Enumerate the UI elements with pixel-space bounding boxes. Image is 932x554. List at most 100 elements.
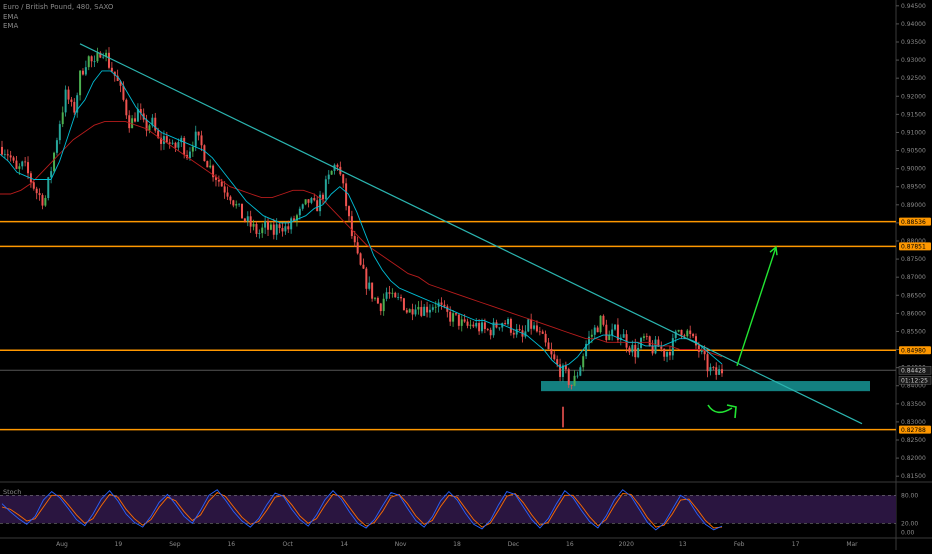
time-tick-label: 16 [227,541,235,548]
candle-body [61,112,64,125]
price-tick-label: 0.82000 [901,455,926,462]
candle-body [145,119,148,131]
candle-body [368,282,371,289]
candle-body [238,203,241,205]
candle-body [715,367,718,375]
candle-body [596,327,599,333]
candle-body [501,323,504,328]
current-price-tag [898,365,932,375]
candle-body [417,306,420,310]
bar-countdown-label: 01:12:25 [901,377,928,384]
descending-trendline [79,43,863,425]
candle-body [316,200,319,212]
ema-1-label: EMA [3,12,19,21]
candle-body [385,292,388,299]
level-price-label: 0.88536 [901,219,926,226]
candle-body [512,332,515,335]
candle-body [327,174,330,180]
price-tick-label: 0.81500 [901,473,926,480]
candle-body [241,203,243,219]
candle-body [203,145,206,162]
candle-body [611,329,614,336]
candle-body [440,302,443,305]
candle-body [590,334,593,337]
candle-body [353,236,356,243]
candle-body [154,117,157,131]
time-tick-label: 19 [115,541,123,548]
candle-body [235,204,238,206]
price-tick-label: 0.90500 [901,148,926,155]
candle-body [405,310,408,313]
candle-body [47,177,50,199]
candle-body [697,345,700,352]
candle-body [486,328,489,330]
candle-body [261,227,264,234]
candle-body [278,224,281,229]
price-tick-label: 0.94000 [901,21,926,28]
candle-body [515,329,518,335]
candle-body [284,226,287,232]
candle-body [304,199,307,205]
candle-body [640,337,643,348]
candle-body [544,333,547,343]
candle-body [252,224,255,227]
candle-body [9,155,12,158]
candle-body [87,56,90,68]
candle-body [692,334,695,337]
candle-body [637,347,640,358]
candle-body [32,182,35,189]
candle-body [443,304,446,307]
candle-body [125,99,128,116]
candle-body [700,350,703,352]
candle-body [298,208,301,216]
candle-body [567,369,570,385]
candle-body [428,309,431,313]
price-tick-label: 0.93000 [901,57,926,64]
candle-body [507,318,510,325]
time-tick-label: Aug [56,541,68,548]
candle-body [394,292,397,298]
candle-body [376,297,379,304]
candle-body [122,85,125,100]
candle-body [622,334,625,338]
candle-body [579,367,582,376]
candle-body [246,216,249,222]
price-tick-label: 0.86500 [901,292,926,299]
candle-body [651,345,654,354]
candle-body [509,318,512,333]
candle-body [165,136,168,143]
candle-body [310,198,313,203]
price-tick-label: 0.88000 [901,238,926,245]
candle-body [694,336,697,346]
candle-body [197,131,200,136]
candle-body [307,199,310,203]
candle-body [73,101,76,113]
candle-body [347,206,350,217]
candle-body [206,161,209,168]
candle-body [281,228,284,232]
bounce-arrow-curve [707,404,733,414]
candle-body [107,52,110,68]
stoch-axis-label: 0.00 [901,530,915,537]
candle-body [6,154,9,156]
candle-body [84,67,87,75]
candle-body [709,367,712,372]
ema-slow-line [0,121,723,358]
candle-body [712,367,715,368]
candle-body [330,170,333,175]
candle-body [483,322,486,329]
candle-body [527,319,530,332]
price-tick-label: 0.84000 [901,383,926,390]
candle-body [119,80,122,86]
candle-body [533,325,536,329]
candle-body [446,306,449,312]
candle-body [680,329,683,336]
time-tick-label: 14 [340,541,348,548]
candle-body [530,319,533,329]
candle-body [547,342,550,349]
candle-body [1,146,3,155]
candle-body [162,136,165,144]
candle-body [391,292,394,294]
